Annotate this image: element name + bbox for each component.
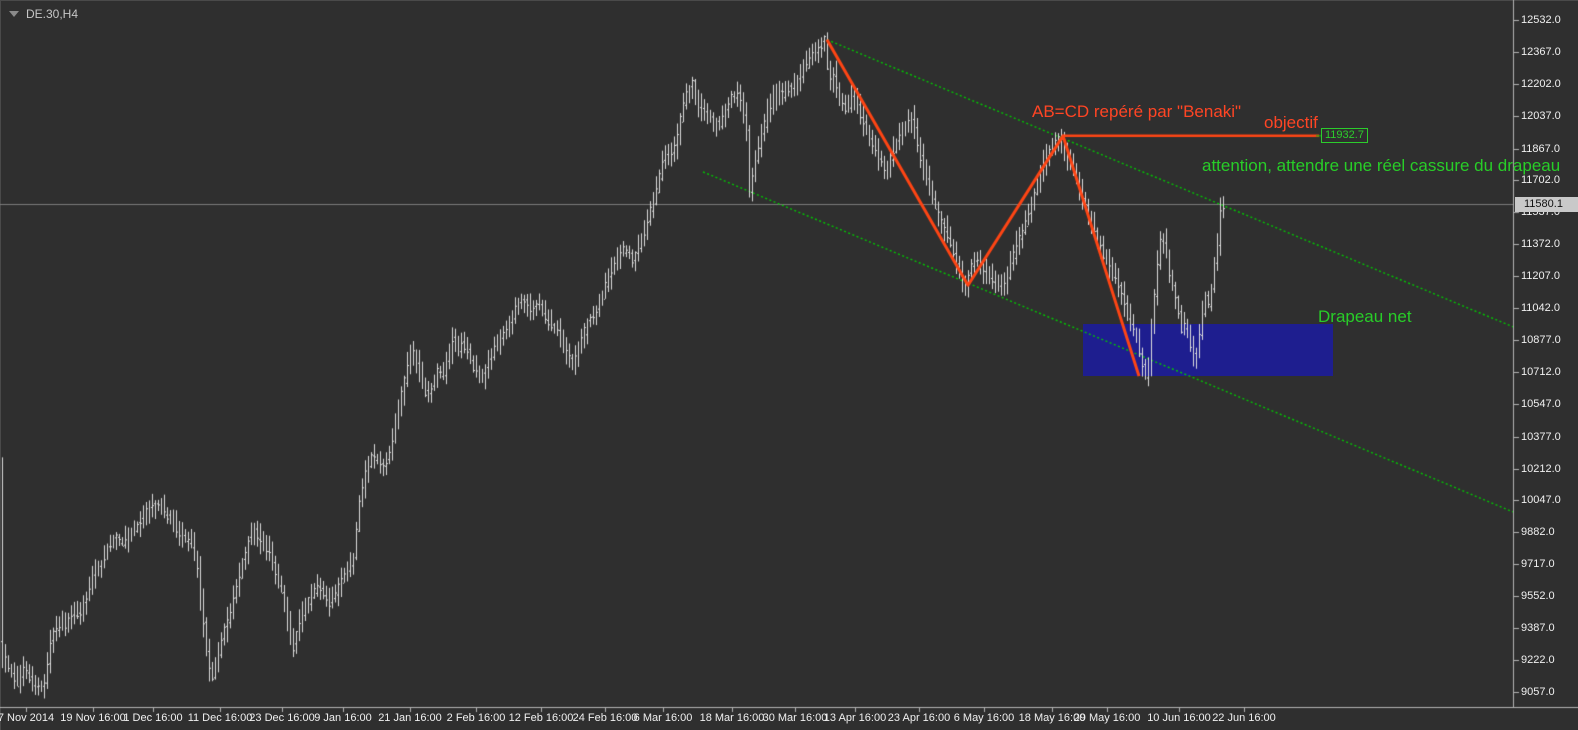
price-axis-label: 9882.0 xyxy=(1521,526,1555,539)
price-axis-label: 10877.0 xyxy=(1521,333,1561,346)
time-axis-label: 23 Dec 16:00 xyxy=(249,712,315,724)
time-axis-label: 9 Jan 16:00 xyxy=(314,712,372,724)
price-axis-label: 11702.0 xyxy=(1521,174,1560,187)
price-axis-label: 10212.0 xyxy=(1521,462,1561,475)
price-axis-label: 12202.0 xyxy=(1521,77,1561,90)
time-axis-label: 1 Dec 16:00 xyxy=(123,712,183,724)
time-axis-label: 2 Feb 16:00 xyxy=(446,712,506,724)
price-axis-label: 11867.0 xyxy=(1521,142,1560,155)
price-axis-label: 9717.0 xyxy=(1521,558,1555,571)
time-axis-label: 12 Feb 16:00 xyxy=(508,712,574,724)
time-axis-label: 24 Feb 16:00 xyxy=(572,712,638,724)
price-axis-label: 9057.0 xyxy=(1521,685,1555,698)
time-axis-label: 30 Mar 16:00 xyxy=(762,712,828,724)
price-axis-label: 12037.0 xyxy=(1521,109,1561,122)
symbol-timeframe-selector[interactable]: DE.30,H4 xyxy=(9,7,78,21)
time-axis-label: 22 Jun 16:00 xyxy=(1212,712,1276,724)
objectif-price-tag[interactable]: 11932.7 xyxy=(1321,128,1368,143)
objectif-label[interactable]: objectif xyxy=(1264,113,1318,132)
price-axis-label: 9552.0 xyxy=(1521,590,1555,603)
price-axis-label: 10712.0 xyxy=(1521,365,1561,378)
time-axis-label: 6 May 16:00 xyxy=(953,712,1015,724)
price-axis-label: 9222.0 xyxy=(1521,653,1555,666)
time-axis-label: 23 Apr 16:00 xyxy=(887,712,951,724)
time-axis-label: 18 May 16:00 xyxy=(1018,712,1086,724)
price-axis-label: 10377.0 xyxy=(1521,430,1561,443)
price-axis-label: 11372.0 xyxy=(1521,238,1560,251)
symbol-text: DE.30,H4 xyxy=(26,7,79,21)
time-axis-label: 29 May 16:00 xyxy=(1073,712,1141,724)
warning-label[interactable]: attention, attendre une réel cassure du … xyxy=(1202,156,1561,175)
price-axis-label: 10047.0 xyxy=(1521,494,1561,507)
price-axis-label: 12532.0 xyxy=(1521,14,1561,26)
price-axis-label: 11207.0 xyxy=(1521,270,1560,283)
time-axis-label: 11 Dec 16:00 xyxy=(187,712,253,724)
time-axis-label: 13 Apr 16:00 xyxy=(823,712,887,724)
time-axis-label: 18 Mar 16:00 xyxy=(699,712,765,724)
time-axis-label: 19 Nov 16:00 xyxy=(60,712,126,724)
time-axis-label: 10 Jun 16:00 xyxy=(1147,712,1211,724)
dropdown-arrow-icon xyxy=(9,11,19,17)
time-axis-label: 6 Mar 16:00 xyxy=(633,712,693,724)
price-axis-label: 12367.0 xyxy=(1521,45,1561,58)
time-axis-label: 21 Jan 16:00 xyxy=(378,712,442,724)
current-price-label: 11580.1 xyxy=(1515,196,1578,212)
price-axis-label: 9387.0 xyxy=(1521,622,1555,635)
price-axis-label: 10547.0 xyxy=(1521,397,1561,410)
price-axis-label: 11042.0 xyxy=(1521,302,1560,315)
abcd-pattern-label[interactable]: AB=CD repéré par "Benaki" xyxy=(1032,102,1242,121)
time-axis-label: 7 Nov 2014 xyxy=(0,712,55,724)
flag-label[interactable]: Drapeau net xyxy=(1318,307,1412,326)
